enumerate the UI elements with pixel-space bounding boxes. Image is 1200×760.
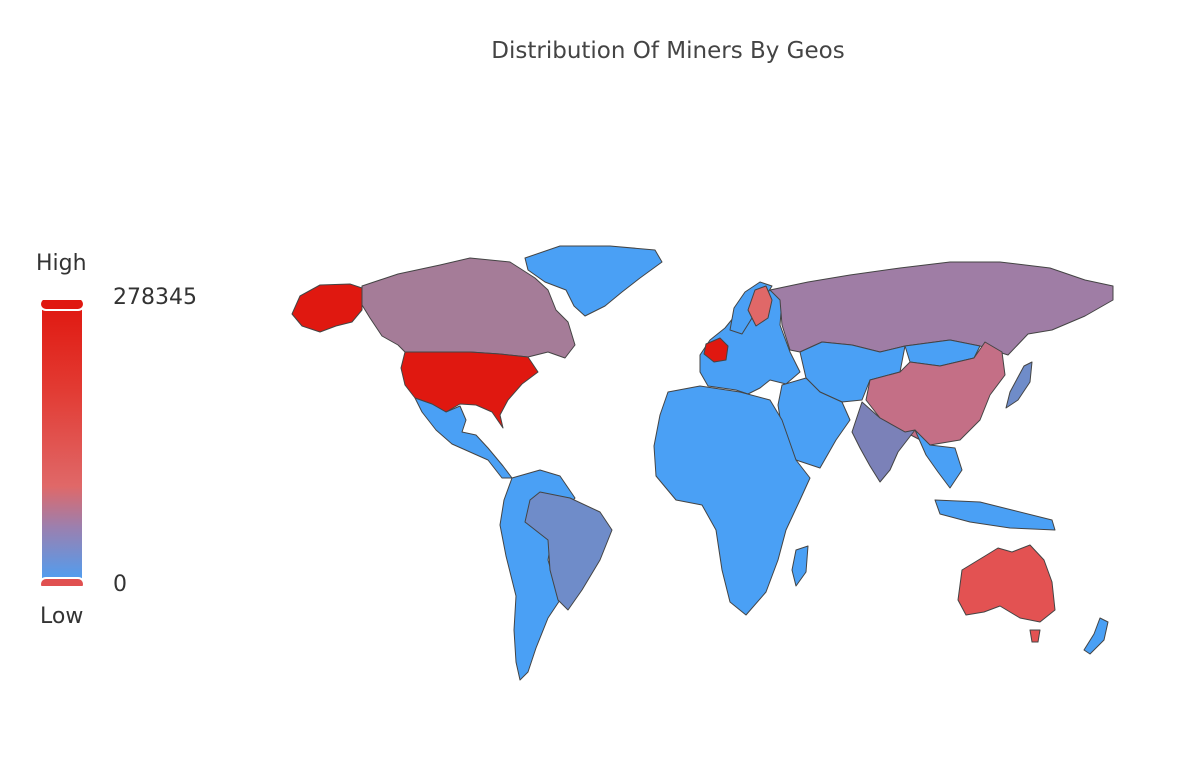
visual-map-bottom-handle[interactable] xyxy=(40,577,84,586)
region-finland[interactable] xyxy=(747,285,773,327)
region-india[interactable] xyxy=(851,401,916,483)
region-africa[interactable] xyxy=(653,385,811,616)
region-tasmania[interactable] xyxy=(1029,629,1041,643)
region-japan[interactable] xyxy=(1005,361,1033,409)
region-alaska[interactable] xyxy=(291,283,363,333)
visual-map-top-handle[interactable] xyxy=(40,300,84,311)
region-indonesia[interactable] xyxy=(934,499,1056,531)
region-brazil[interactable] xyxy=(524,491,613,611)
visual-map-high-label: High xyxy=(36,251,87,276)
region-new-zealand[interactable] xyxy=(1083,617,1109,655)
visual-map-range-bar[interactable] xyxy=(40,300,84,586)
region-canada[interactable] xyxy=(361,257,576,359)
region-south-america[interactable] xyxy=(499,469,576,681)
visual-map-gradient xyxy=(42,304,82,584)
chart-title: Distribution Of Miners By Geos xyxy=(491,38,845,64)
visual-map-max-value: 278345 xyxy=(113,285,197,310)
region-australia[interactable] xyxy=(957,544,1056,623)
visual-map-low-label: Low xyxy=(40,604,84,629)
visual-map-min-value: 0 xyxy=(113,572,127,597)
region-germany[interactable] xyxy=(703,337,729,363)
region-mexico[interactable] xyxy=(414,397,513,479)
region-greenland[interactable] xyxy=(524,245,663,317)
region-southeast-asia[interactable] xyxy=(914,429,963,489)
world-map[interactable] xyxy=(266,236,1122,686)
region-usa[interactable] xyxy=(400,351,539,429)
region-madagascar[interactable] xyxy=(791,545,809,587)
